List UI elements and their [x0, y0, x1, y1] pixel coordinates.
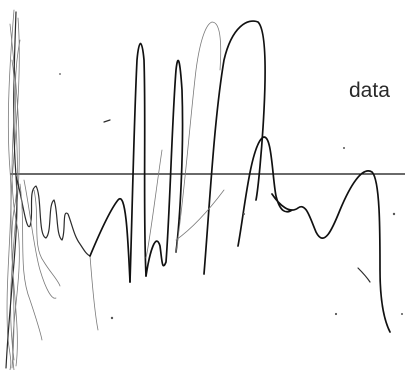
data-label: data	[349, 79, 390, 102]
main-scribble	[89, 20, 391, 333]
left-edge-pencil-strokes	[5, 9, 21, 370]
stray-marks	[59, 73, 403, 320]
left-squiggle	[15, 175, 99, 341]
